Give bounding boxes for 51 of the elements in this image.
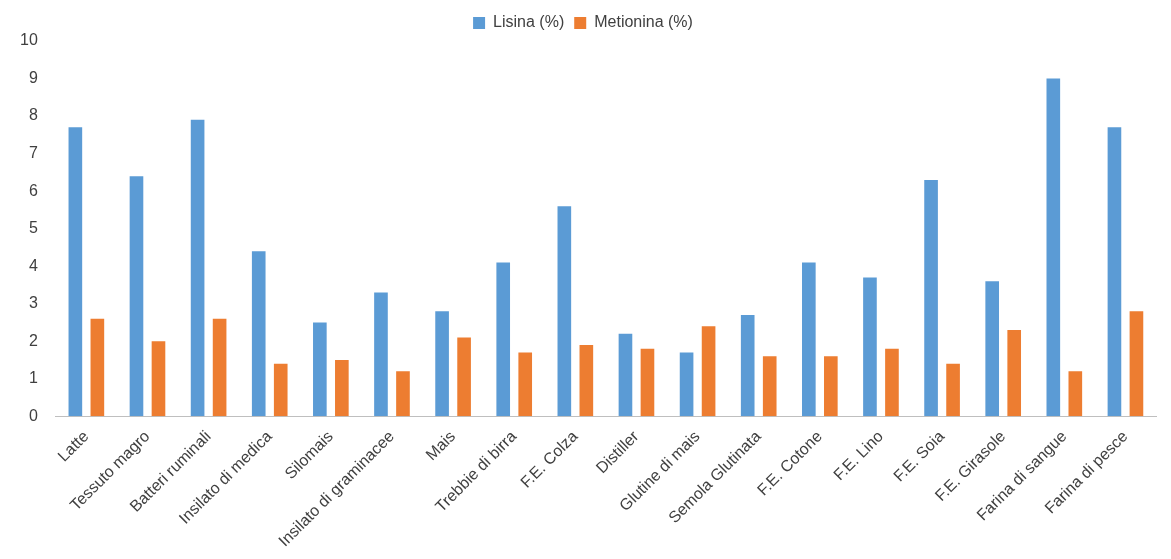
bar bbox=[374, 292, 388, 417]
bar bbox=[435, 311, 449, 417]
bar bbox=[762, 356, 777, 417]
bar bbox=[68, 127, 83, 417]
bar bbox=[335, 360, 349, 417]
bar bbox=[396, 371, 410, 417]
bar bbox=[273, 363, 288, 417]
bar bbox=[129, 176, 144, 417]
y-tick-label: 10 bbox=[20, 31, 38, 49]
y-tick-label: 0 bbox=[28, 406, 38, 424]
y-tick-label: 2 bbox=[28, 331, 38, 349]
bar bbox=[190, 119, 205, 417]
bar bbox=[1007, 330, 1022, 417]
bar bbox=[824, 356, 838, 417]
y-tick-label: 7 bbox=[28, 144, 38, 162]
x-tick-label: F.E. Lino bbox=[830, 427, 887, 484]
bar bbox=[457, 337, 471, 417]
bar bbox=[1046, 78, 1061, 417]
bar bbox=[640, 348, 655, 417]
bar bbox=[1068, 371, 1083, 417]
y-tick-label: 9 bbox=[28, 68, 38, 86]
bar bbox=[701, 326, 716, 417]
bar bbox=[90, 318, 105, 417]
bar bbox=[740, 315, 755, 417]
bar bbox=[946, 363, 960, 417]
bar bbox=[985, 281, 1000, 417]
bar bbox=[212, 318, 227, 417]
bar bbox=[1107, 127, 1122, 417]
bar bbox=[151, 341, 166, 417]
legend-label: Metionina (%) bbox=[594, 13, 693, 31]
y-tick-label: 8 bbox=[28, 106, 38, 124]
y-tick-label: 3 bbox=[28, 294, 38, 312]
bar bbox=[496, 262, 511, 417]
y-tick-label: 5 bbox=[28, 219, 38, 237]
bar bbox=[251, 251, 266, 417]
bar bbox=[863, 277, 877, 417]
bar bbox=[679, 352, 694, 417]
bar bbox=[802, 262, 816, 417]
bar bbox=[1129, 311, 1144, 417]
y-tick-label: 1 bbox=[28, 369, 38, 387]
y-tick-label: 4 bbox=[28, 256, 38, 274]
bar bbox=[885, 348, 899, 417]
bar bbox=[924, 179, 938, 417]
legend-label: Lisina (%) bbox=[493, 13, 565, 31]
bar bbox=[518, 352, 533, 417]
bar bbox=[618, 333, 633, 417]
bar bbox=[579, 345, 594, 417]
x-tick-label: Mais bbox=[422, 427, 459, 464]
y-tick-label: 6 bbox=[28, 181, 38, 199]
bar bbox=[313, 322, 327, 417]
bar bbox=[557, 206, 572, 417]
